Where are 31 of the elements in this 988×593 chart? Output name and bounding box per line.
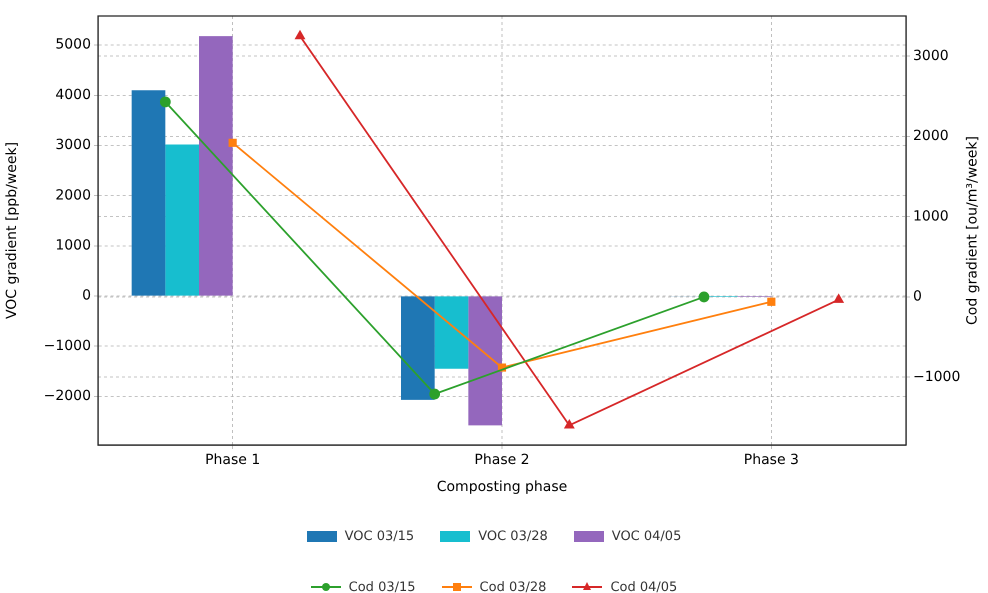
bar: [165, 144, 199, 296]
legend-label: VOC 03/15: [344, 528, 414, 544]
bar: [401, 296, 435, 400]
x-tick-label: Phase 2: [474, 452, 530, 468]
y-tick-label: 5000: [55, 36, 91, 53]
y2-axis-title: Cod gradient [ou/m³/week]: [964, 136, 981, 325]
y-tick-label: 2000: [55, 187, 91, 204]
y2-tick-label: 1000: [913, 208, 949, 224]
legend-label: Cod 03/15: [348, 580, 416, 593]
legend-label: Cod 04/05: [610, 580, 678, 593]
y-tick-label: 3000: [55, 137, 91, 154]
bar: [132, 90, 166, 296]
y-tick-label: 4000: [55, 86, 91, 103]
legend-label: VOC 03/28: [478, 528, 548, 544]
bar: [434, 296, 468, 369]
y2-tick-label: 2000: [913, 128, 949, 144]
y-tick-label: −2000: [44, 388, 91, 404]
bar: [199, 36, 233, 296]
y-tick-label: 1000: [55, 237, 91, 254]
x-tick-label: Phase 3: [744, 452, 799, 468]
legend-label: VOC 04/05: [612, 528, 682, 544]
y2-tick-label: 3000: [913, 48, 949, 64]
legend-label: Cod 03/28: [480, 580, 546, 593]
x-tick-label: Phase 1: [205, 452, 260, 468]
y2-tick-label: 0: [913, 288, 922, 305]
y2-tick-label: −1000: [913, 368, 960, 385]
y-axis-title: VOC gradient [ppb/week]: [4, 142, 20, 320]
x-axis-title: Composting phase: [436, 479, 568, 496]
bar: [468, 296, 502, 426]
y-tick-label: 0: [82, 288, 91, 304]
y-tick-label: −1000: [44, 338, 91, 354]
